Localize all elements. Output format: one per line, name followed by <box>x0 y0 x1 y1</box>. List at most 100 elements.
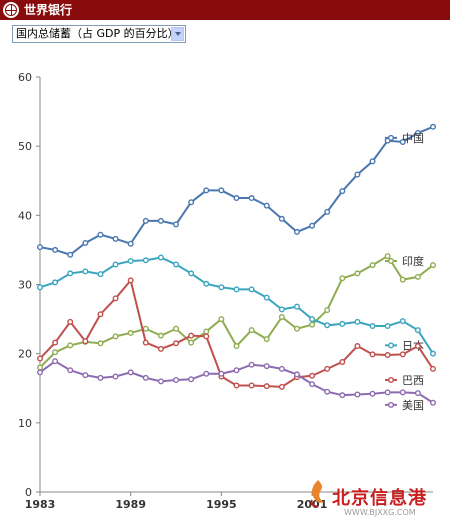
data-point <box>278 383 285 390</box>
data-point <box>369 390 376 397</box>
indicator-select[interactable]: 国内总储蓄（占 GDP 的百分比） <box>12 25 186 43</box>
data-point <box>263 363 270 370</box>
data-point <box>414 343 421 350</box>
y-tick-label: 20 <box>18 348 32 361</box>
data-point <box>369 323 376 330</box>
data-point <box>112 295 119 302</box>
data-point <box>293 303 300 310</box>
data-point <box>233 343 240 350</box>
data-point <box>430 262 437 269</box>
data-point <box>127 277 134 284</box>
data-point <box>37 369 44 376</box>
data-point <box>263 294 270 301</box>
data-point <box>324 307 331 314</box>
data-point <box>52 349 59 356</box>
data-point <box>82 239 89 246</box>
y-tick-label: 50 <box>18 140 32 153</box>
legend-swatch-marker <box>388 342 395 349</box>
data-point <box>142 339 149 346</box>
chevron-down-icon[interactable] <box>171 27 184 41</box>
data-point <box>339 358 346 365</box>
data-point <box>173 221 180 228</box>
data-point <box>203 333 210 340</box>
data-point <box>97 340 104 347</box>
world-bank-logo-icon <box>3 2 19 18</box>
data-point <box>218 187 225 194</box>
data-point <box>324 365 331 372</box>
data-point <box>173 376 180 383</box>
data-point <box>112 261 119 268</box>
legend-swatch-marker <box>388 134 395 141</box>
data-point <box>309 381 316 388</box>
data-point <box>173 340 180 347</box>
data-point <box>203 280 210 287</box>
data-point <box>384 389 391 396</box>
data-point <box>52 246 59 253</box>
data-point <box>384 323 391 330</box>
data-point <box>263 202 270 209</box>
data-point <box>188 199 195 206</box>
data-point <box>309 316 316 323</box>
x-tick-label: 1983 <box>25 498 56 511</box>
data-point <box>112 333 119 340</box>
data-point <box>142 325 149 332</box>
y-tick-label: 40 <box>18 209 32 222</box>
data-point <box>157 332 164 339</box>
data-point <box>127 240 134 247</box>
data-point <box>293 325 300 332</box>
x-tick-label: 1989 <box>115 498 146 511</box>
data-point <box>97 311 104 318</box>
data-point <box>233 195 240 202</box>
y-tick-label: 30 <box>18 279 32 292</box>
data-point <box>82 268 89 275</box>
data-point <box>399 389 406 396</box>
legend-swatch-marker <box>388 376 395 383</box>
data-point <box>414 273 421 280</box>
data-point <box>248 286 255 293</box>
data-point <box>52 339 59 346</box>
data-point <box>67 367 74 374</box>
data-point <box>67 342 74 349</box>
data-point <box>82 372 89 379</box>
data-point <box>157 345 164 352</box>
data-point <box>324 208 331 215</box>
data-point <box>399 351 406 358</box>
data-point <box>263 383 270 390</box>
data-point <box>188 376 195 383</box>
data-point <box>414 390 421 397</box>
data-point <box>430 350 437 357</box>
data-point <box>188 332 195 339</box>
data-point <box>414 130 421 137</box>
watermark-title: 北京信息港 <box>332 488 427 509</box>
watermark-url: WWW.BJXXG.COM <box>344 508 416 517</box>
data-point <box>324 322 331 329</box>
data-point <box>248 327 255 334</box>
data-point <box>67 270 74 277</box>
data-point <box>430 399 437 406</box>
data-point <box>339 188 346 195</box>
data-point <box>278 306 285 313</box>
data-point <box>218 316 225 323</box>
data-point <box>339 320 346 327</box>
data-point <box>188 339 195 346</box>
data-point <box>278 215 285 222</box>
indicator-select-value: 国内总储蓄（占 GDP 的百分比） <box>16 27 179 40</box>
data-point <box>52 358 59 365</box>
data-point <box>203 187 210 194</box>
legend-swatch-marker <box>388 401 395 408</box>
data-point <box>278 314 285 321</box>
data-point <box>203 370 210 377</box>
data-point <box>309 321 316 328</box>
data-point <box>127 257 134 264</box>
data-point <box>142 257 149 264</box>
data-point <box>37 364 44 371</box>
data-point <box>82 338 89 345</box>
legend-label: 巴西 <box>402 374 424 387</box>
data-point <box>218 370 225 377</box>
y-tick-label: 60 <box>18 71 32 84</box>
data-point <box>67 251 74 258</box>
data-point <box>157 378 164 385</box>
data-point <box>203 328 210 335</box>
watermark: 北京信息港 WWW.BJXXG.COM <box>300 470 450 526</box>
data-point <box>354 270 361 277</box>
